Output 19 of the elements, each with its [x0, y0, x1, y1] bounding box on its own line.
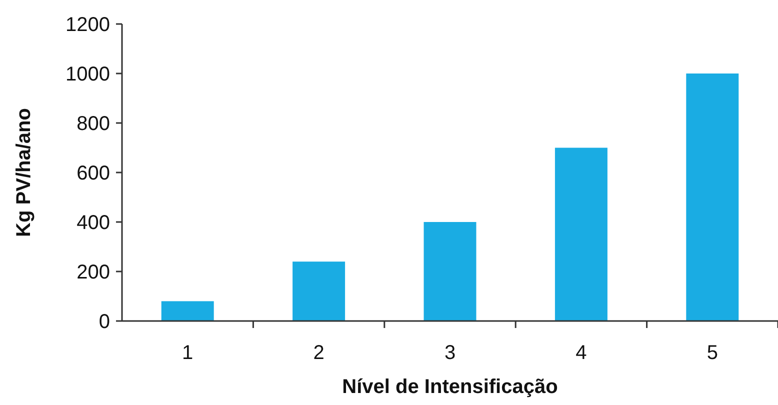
y-tick-label: 0 — [98, 311, 110, 333]
y-tick-label: 200 — [76, 262, 110, 284]
y-axis-title: Kg PV/ha/ano — [13, 108, 35, 237]
bar — [161, 301, 214, 321]
x-tick-label: 1 — [182, 342, 194, 364]
y-tick-label: 1200 — [66, 14, 110, 36]
y-tick-label: 1000 — [66, 64, 110, 86]
y-tick-label: 800 — [76, 113, 110, 135]
x-tick-label: 5 — [706, 342, 718, 364]
bar — [424, 222, 476, 321]
x-tick-label: 2 — [313, 342, 324, 364]
y-tick-label: 400 — [76, 212, 110, 234]
x-tick-label: 4 — [576, 342, 587, 364]
bar — [292, 262, 346, 321]
bar — [554, 148, 608, 321]
x-tick-label: 3 — [444, 342, 456, 364]
y-tick-label: 600 — [76, 162, 110, 184]
x-axis-title: Nível de Intensificação — [342, 376, 558, 398]
bar — [686, 74, 739, 321]
